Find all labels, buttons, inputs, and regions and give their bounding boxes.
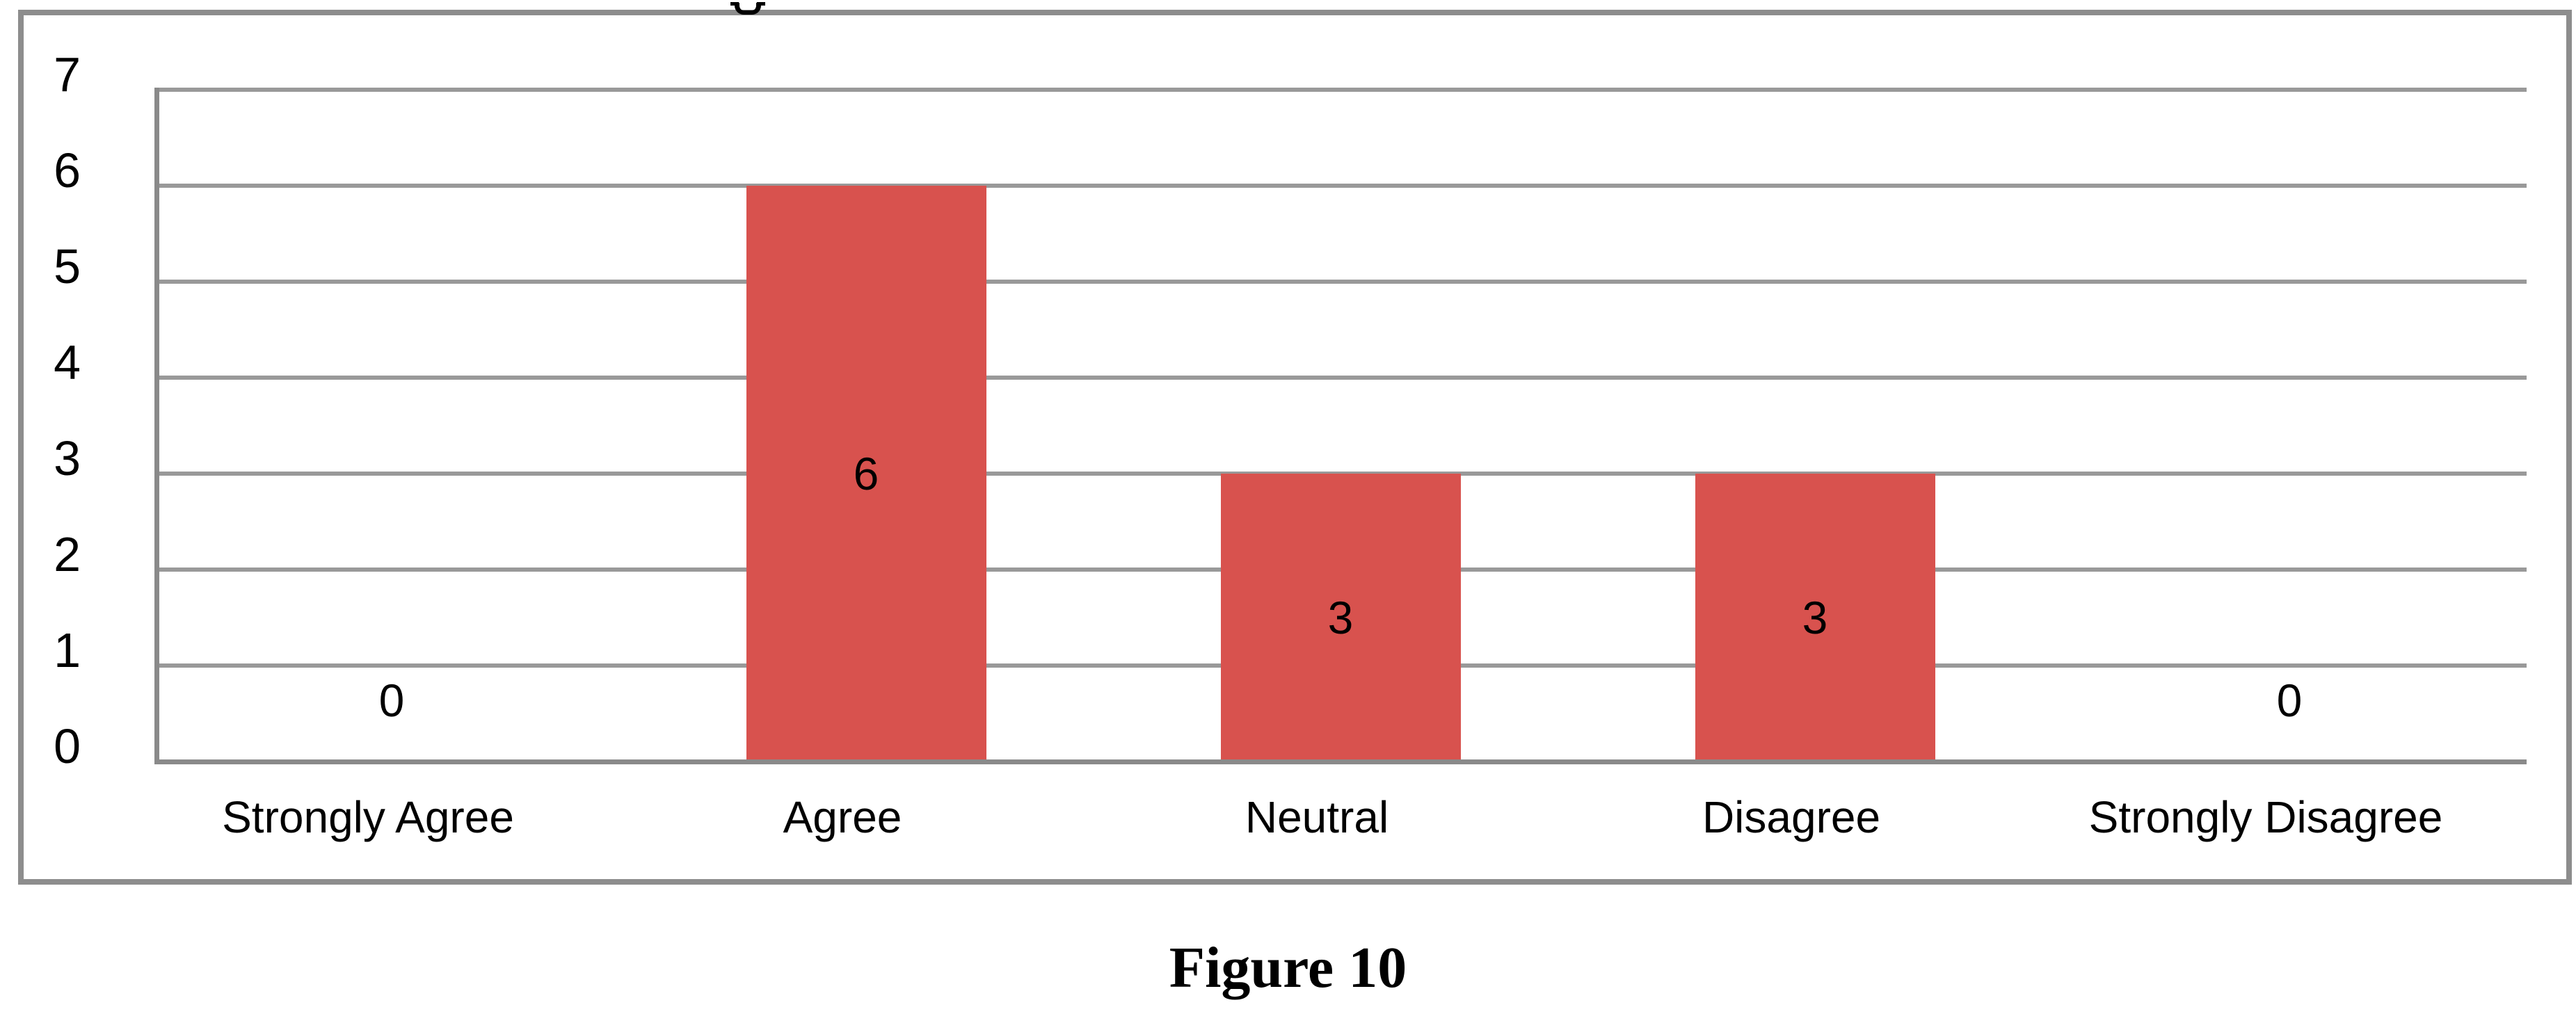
- gridline-y-6: [154, 184, 2527, 188]
- y-tick-label-5: 5: [54, 239, 81, 293]
- bar-neutral: [1221, 474, 1461, 762]
- value-label-strongly-disagree: 0: [2276, 675, 2303, 726]
- figure-caption: Figure 10: [1169, 935, 1407, 1000]
- cropped-title-fragment: [730, 2, 765, 15]
- gridline-y-4: [154, 376, 2527, 380]
- x-axis-line: [154, 759, 2527, 764]
- y-tick-label-4: 4: [54, 335, 81, 389]
- y-tick-label-1: 1: [54, 623, 81, 677]
- y-tick-label-2: 2: [54, 527, 81, 581]
- y-tick-label-0: 0: [54, 719, 81, 773]
- category-label-agree: Agree: [783, 792, 902, 842]
- value-label-neutral: 3: [1327, 592, 1354, 643]
- value-label-disagree: 3: [1802, 592, 1828, 643]
- category-label-strongly-disagree: Strongly Disagree: [2088, 792, 2443, 842]
- y-tick-label-6: 6: [54, 143, 81, 198]
- bar-agree: [746, 186, 986, 762]
- gridline-y-7: [154, 88, 2527, 92]
- category-label-disagree: Disagree: [1702, 792, 1881, 842]
- plot-area: 0 6 3 3 0: [154, 88, 2527, 764]
- gridline-y-5: [154, 280, 2527, 284]
- y-tick-label-3: 3: [54, 431, 81, 485]
- category-label-strongly-agree: Strongly Agree: [222, 792, 514, 842]
- value-label-agree: 6: [853, 448, 879, 499]
- bar-disagree: [1695, 474, 1935, 762]
- value-label-strongly-agree: 0: [378, 675, 405, 726]
- y-axis-line: [154, 88, 159, 764]
- y-tick-label-7: 7: [54, 47, 81, 102]
- chart-frame: 0 6 3 3 0: [18, 10, 2572, 885]
- category-label-neutral: Neutral: [1245, 792, 1389, 842]
